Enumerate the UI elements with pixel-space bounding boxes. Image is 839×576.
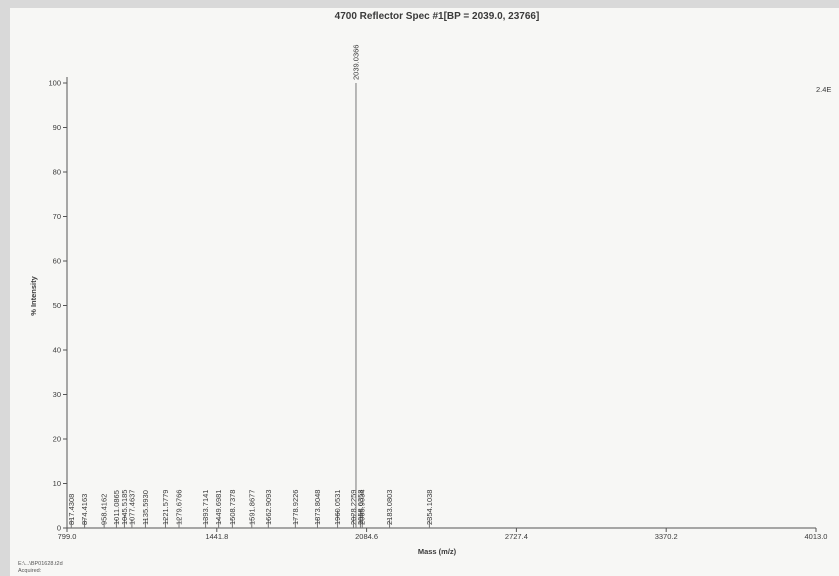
y-tick-label: 80: [53, 168, 61, 177]
peak-label: 2028.2259: [349, 490, 358, 525]
y-tick-label: 40: [53, 346, 61, 355]
peak-label: 817.4308: [67, 494, 76, 525]
x-tick-label: 2084.6: [355, 532, 378, 541]
peak-label: 1221.5779: [161, 490, 170, 525]
scanned-page: 4700 Reflector Spec #1[BP = 2039.0, 2376…: [10, 8, 839, 576]
chart-title: 4700 Reflector Spec #1[BP = 2039.0, 2376…: [335, 11, 540, 22]
peak-label: 1960.0531: [333, 490, 342, 525]
peak-label: 1279.6766: [175, 490, 184, 525]
peak-label: 1135.5930: [141, 490, 150, 525]
y-tick-label: 10: [53, 479, 61, 488]
peak-label: 2354.1038: [425, 490, 434, 525]
y-tick-label: 20: [53, 435, 61, 444]
plot-area: 0 10 20 30 40 50 60 70 80 90 100 799.0 1441.8 2084.6 2…: [48, 45, 827, 541]
right-annotation: 2.4E: [816, 85, 831, 94]
x-tick-label: 1441.8: [205, 532, 228, 541]
y-tick-label: 30: [53, 390, 61, 399]
y-tick-label: 100: [48, 79, 61, 88]
peak-label: 1449.6981: [214, 490, 223, 525]
peak-label: 874.4163: [80, 494, 89, 525]
peak-label: 1873.8048: [313, 490, 322, 525]
y-axis-label: % Intensity: [29, 275, 38, 315]
peak-label: 1011.0865: [112, 490, 121, 525]
peak-label: 1508.7378: [228, 490, 237, 525]
x-tick-label: 799.0: [58, 532, 77, 541]
peak-label: 2039.0366: [351, 45, 360, 80]
acquired-label: Acquired:: [18, 568, 42, 574]
file-path: E:\...\BP01628.t2d: [18, 561, 63, 567]
peak-label: 1045.5185: [120, 490, 129, 525]
x-tick-label: 4013.0: [805, 532, 828, 541]
y-tick-label: 50: [53, 301, 61, 310]
peak-label: 2065.9034: [358, 490, 367, 525]
y-tick-label: 0: [57, 524, 61, 533]
peak-label: 1077.4637: [127, 490, 136, 525]
peak-label: 1662.9093: [264, 490, 273, 525]
peak-label: 958.4162: [100, 494, 109, 525]
peak-label: 1393.7141: [201, 490, 210, 525]
x-axis-label: Mass (m/z): [418, 547, 457, 556]
x-tick-label: 3370.2: [655, 532, 678, 541]
peak-label: 2058.0358: [356, 490, 365, 525]
peak-label: 1778.9226: [291, 490, 300, 525]
mass-spectrum-chart: 4700 Reflector Spec #1[BP = 2039.0, 2376…: [18, 11, 831, 574]
peak-label: 2183.0803: [385, 490, 394, 525]
y-tick-label: 90: [53, 123, 61, 132]
y-tick-label: 60: [53, 257, 61, 266]
peak-label: 1591.8677: [247, 490, 256, 525]
x-tick-label: 2727.4: [505, 532, 528, 541]
y-tick-label: 70: [53, 212, 61, 221]
